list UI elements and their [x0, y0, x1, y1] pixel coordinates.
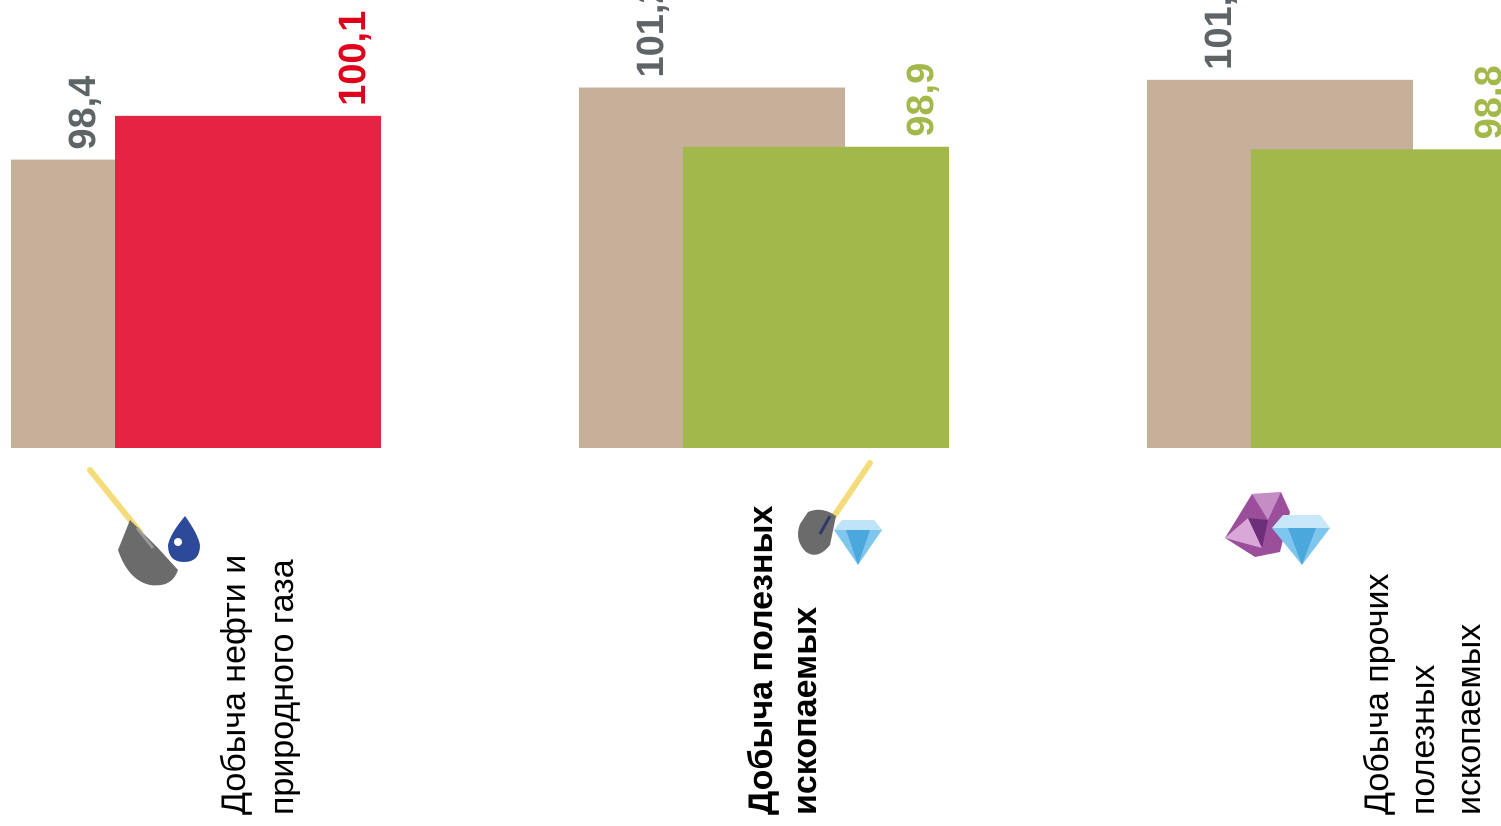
category-labels-layer: Добыча нефти и природного газа Добыча по…: [215, 496, 1488, 815]
bar-s1-c0: [115, 115, 381, 449]
bar-s1-c2: [1251, 149, 1501, 449]
category-label-2-line-0: Добыча прочих: [1358, 574, 1396, 816]
category-label-0-line-0: Добыча нефти и: [215, 555, 253, 815]
category-label-1: Добыча полезных ископаемых: [742, 496, 824, 815]
value-labels-layer: 98,4 100,1 101,2 98,9 101,5 98,8: [62, 0, 1501, 150]
shovel-diamond-icon: [798, 460, 882, 565]
bar-s1-c1: [683, 146, 949, 449]
bars-layer: [11, 79, 1501, 449]
category-label-2-line-2: ископаемых: [1450, 624, 1488, 815]
category-label-0-line-1: природного газа: [263, 559, 301, 815]
value-label-s1-c2: 98,8: [1468, 65, 1501, 139]
value-label-s1-c0: 100,1: [332, 11, 374, 106]
gems-icon: [1225, 492, 1330, 565]
value-label-s0-c2: 101,5: [1198, 0, 1240, 70]
value-label-s0-c1: 101,2: [630, 0, 672, 78]
category-label-1-line-0: Добыча полезных: [742, 505, 780, 815]
category-label-0: Добыча нефти и природного газа: [215, 545, 301, 815]
category-label-2: Добыча прочих полезных ископаемых: [1358, 564, 1488, 815]
value-label-s0-c0: 98,4: [62, 76, 104, 150]
category-label-2-line-1: полезных: [1404, 665, 1442, 815]
shovel-oil-drop-icon: [87, 467, 200, 586]
category-label-1-line-1: ископаемых: [786, 607, 824, 815]
value-label-s1-c1: 98,9: [900, 63, 942, 137]
